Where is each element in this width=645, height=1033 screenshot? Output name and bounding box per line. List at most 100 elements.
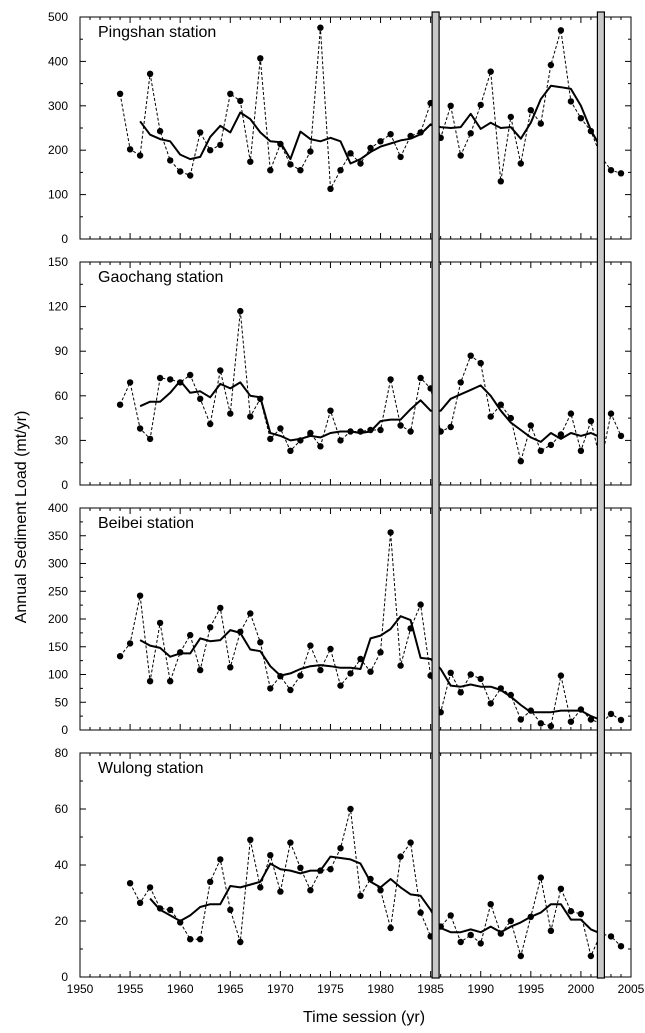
y-tick-label: 250 — [48, 584, 68, 598]
data-point — [116, 401, 124, 408]
chart-panel: 0 20 40 60 80 Wulong station — [55, 746, 632, 984]
plot-frame — [79, 261, 632, 486]
highlight-band — [596, 11, 606, 979]
data-point — [557, 431, 565, 438]
x-tick-label: 1970 — [267, 982, 294, 996]
data-point — [457, 689, 464, 696]
data-point — [277, 425, 284, 432]
data-point — [337, 682, 344, 689]
data-point — [237, 97, 244, 105]
y-tick-label: 120 — [48, 300, 68, 314]
y-tick-label: 60 — [55, 802, 69, 816]
data-point — [227, 410, 234, 417]
data-point — [217, 856, 224, 863]
data-point — [367, 668, 374, 675]
data-point — [217, 604, 224, 612]
y-tick-label: 0 — [61, 478, 68, 492]
data-point — [247, 158, 254, 165]
data-point — [317, 24, 324, 31]
y-tick-label: 100 — [48, 668, 68, 682]
data-point — [617, 170, 625, 177]
y-tick-label: 400 — [48, 501, 68, 515]
data-point — [197, 936, 204, 943]
data-point — [357, 892, 364, 899]
y-tick-label: 150 — [48, 640, 68, 654]
data-point — [146, 678, 154, 685]
data-point — [126, 379, 134, 386]
data-point — [136, 899, 144, 906]
y-tick-label: 40 — [55, 858, 69, 872]
data-point — [397, 153, 404, 161]
data-point — [387, 924, 394, 932]
data-point — [146, 70, 154, 78]
data-point — [377, 887, 384, 894]
data-point — [357, 655, 364, 663]
data-point — [377, 426, 384, 434]
annual-load-line — [119, 311, 622, 463]
data-point — [307, 429, 314, 437]
data-point — [156, 619, 164, 627]
x-axis-label: Time session (yr) — [303, 1009, 425, 1026]
data-point — [227, 664, 234, 671]
data-point — [136, 592, 144, 599]
data-point — [327, 407, 334, 414]
data-point — [477, 101, 484, 109]
x-tick-label: 2000 — [568, 982, 595, 996]
data-point — [217, 141, 224, 149]
data-point — [487, 901, 494, 908]
data-point — [397, 422, 404, 429]
panel-title: Wulong station — [98, 760, 204, 777]
x-tick-label: 1960 — [167, 982, 194, 996]
data-point — [167, 906, 174, 913]
x-tick-label: 1950 — [67, 982, 94, 996]
moving-average-line — [139, 84, 602, 165]
data-point — [167, 157, 174, 164]
data-point — [287, 161, 294, 168]
data-point — [367, 144, 374, 152]
data-point — [617, 432, 625, 440]
y-tick-label: 150 — [48, 255, 68, 269]
data-point — [207, 147, 214, 154]
data-point — [237, 307, 244, 315]
data-point — [467, 352, 474, 359]
x-tick-label: 1975 — [317, 982, 344, 996]
data-point — [387, 376, 394, 383]
data-point — [307, 887, 314, 894]
data-point — [136, 152, 144, 159]
annual-load-line — [119, 27, 622, 191]
panel-title: Beibei station — [98, 515, 194, 532]
data-point — [207, 624, 214, 631]
plot-frame — [79, 507, 632, 731]
data-point — [397, 853, 404, 860]
data-point — [587, 417, 595, 425]
data-point — [587, 952, 595, 960]
y-tick-label: 300 — [48, 99, 68, 113]
data-point — [327, 185, 334, 192]
highlight-band — [431, 11, 440, 979]
data-point — [447, 912, 454, 919]
data-point — [507, 113, 514, 121]
panel-title: Pingshan station — [98, 24, 216, 41]
data-point — [547, 927, 555, 934]
y-tick-label: 50 — [55, 695, 69, 709]
data-point — [587, 716, 595, 723]
x-tick-label: 1965 — [217, 982, 244, 996]
data-point — [457, 379, 464, 386]
data-point — [237, 938, 244, 946]
data-point — [267, 852, 274, 859]
data-point — [247, 413, 254, 420]
data-point — [517, 716, 524, 723]
data-point — [547, 61, 555, 69]
data-point — [337, 845, 344, 852]
data-point — [197, 666, 204, 674]
data-point — [257, 639, 264, 646]
data-point — [357, 160, 364, 167]
data-point — [607, 710, 615, 718]
data-point — [146, 884, 154, 891]
data-point — [447, 669, 454, 676]
data-point — [517, 458, 524, 465]
chart-panel: 0 100 200 300 400 500 Pingshan station — [48, 10, 632, 246]
y-tick-label: 200 — [48, 143, 68, 157]
y-axis-label: Annual Sediment Load (mt/yr) — [13, 411, 30, 624]
